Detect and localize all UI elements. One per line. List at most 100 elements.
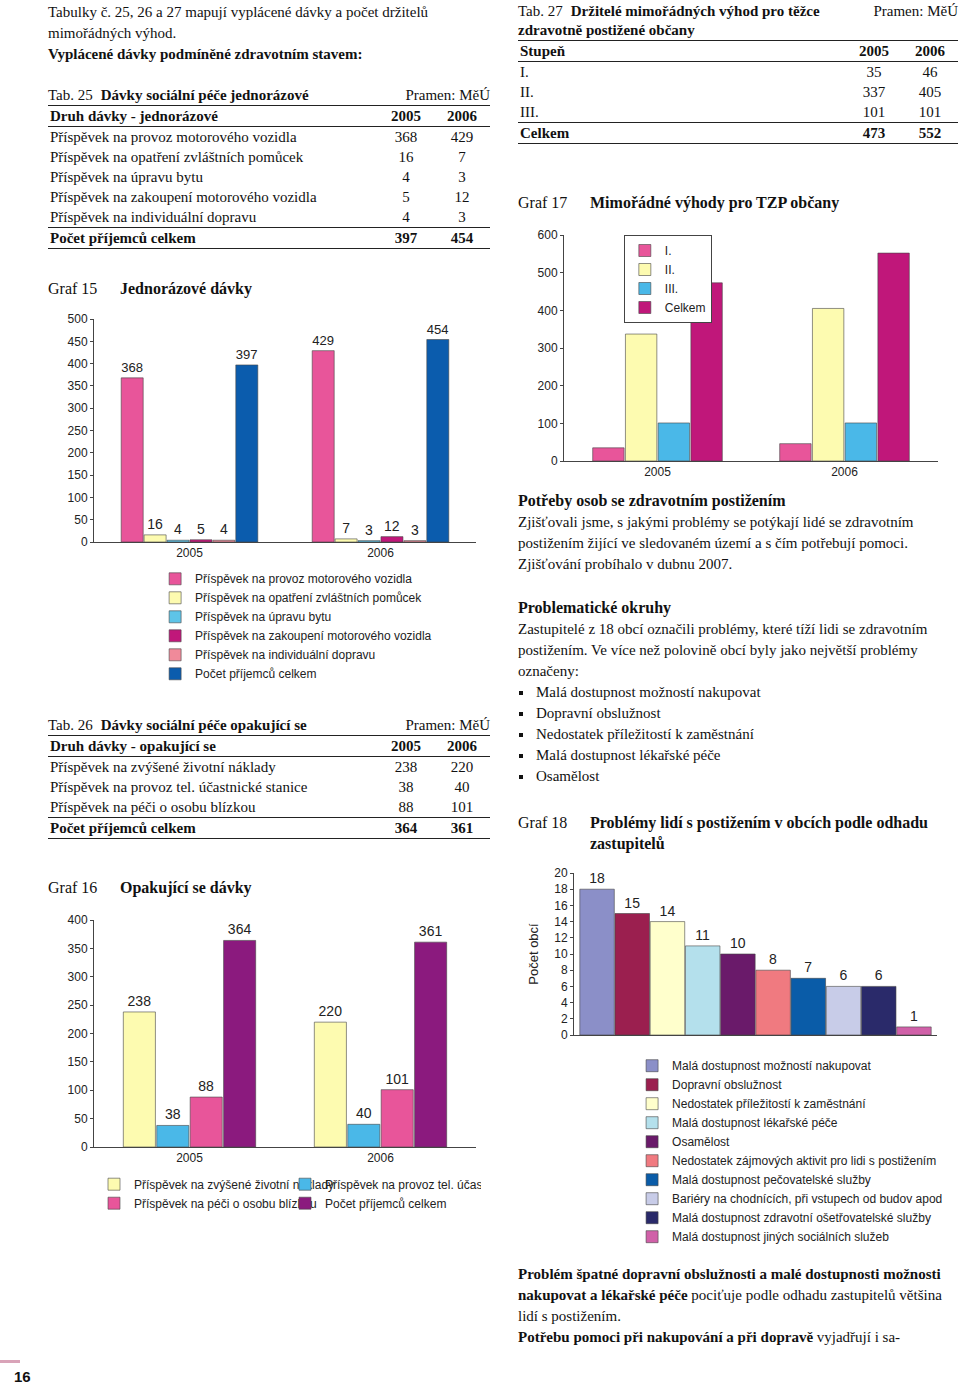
svg-text:11: 11 xyxy=(695,927,710,943)
svg-text:Příspěvek na opatření zvláštní: Příspěvek na opatření zvláštních pomůcek xyxy=(195,591,422,605)
svg-text:Příspěvek na zvýšené životní n: Příspěvek na zvýšené životní náklady xyxy=(134,1178,334,1192)
svg-text:100: 100 xyxy=(68,491,88,505)
svg-text:12: 12 xyxy=(554,931,568,945)
svg-text:Příspěvek na péči o osobu blíz: Příspěvek na péči o osobu blízkou xyxy=(134,1197,317,1211)
svg-text:361: 361 xyxy=(419,923,443,939)
svg-text:454: 454 xyxy=(427,322,449,337)
svg-text:Bariéry na chodnících, při vst: Bariéry na chodnících, při vstupech od b… xyxy=(672,1192,942,1206)
svg-text:Malá dostupnost lékařské péče: Malá dostupnost lékařské péče xyxy=(672,1116,838,1130)
svg-text:20: 20 xyxy=(554,866,568,880)
svg-text:12: 12 xyxy=(384,518,400,534)
svg-text:18: 18 xyxy=(554,882,568,896)
svg-text:0: 0 xyxy=(561,1028,568,1042)
svg-text:368: 368 xyxy=(121,360,143,375)
svg-text:2: 2 xyxy=(561,1012,568,1026)
svg-text:III.: III. xyxy=(665,282,678,296)
svg-text:2005: 2005 xyxy=(176,1151,203,1165)
svg-text:II.: II. xyxy=(665,263,675,277)
svg-text:2006: 2006 xyxy=(367,1151,394,1165)
svg-text:50: 50 xyxy=(74,1112,88,1126)
svg-text:Malá dostupnost zdravotní ošet: Malá dostupnost zdravotní ošetřovatelské… xyxy=(672,1211,931,1225)
svg-text:7: 7 xyxy=(804,959,812,975)
svg-text:300: 300 xyxy=(68,970,88,984)
svg-text:8: 8 xyxy=(769,951,777,967)
svg-text:200: 200 xyxy=(68,1027,88,1041)
svg-text:Počet příjemců celkem: Počet příjemců celkem xyxy=(325,1197,446,1211)
svg-text:397: 397 xyxy=(236,347,258,362)
svg-text:4: 4 xyxy=(220,521,228,537)
svg-text:2005: 2005 xyxy=(644,465,671,479)
svg-text:10: 10 xyxy=(730,935,746,951)
svg-text:Celkem: Celkem xyxy=(665,301,706,315)
svg-text:Příspěvek na provoz tel. účast: Příspěvek na provoz tel. účastnické stan… xyxy=(325,1178,481,1192)
svg-text:Počet příjemců celkem: Počet příjemců celkem xyxy=(195,667,316,681)
svg-text:7: 7 xyxy=(342,520,350,536)
svg-text:350: 350 xyxy=(68,942,88,956)
svg-text:Osamělost: Osamělost xyxy=(672,1135,730,1149)
svg-text:100: 100 xyxy=(538,417,558,431)
svg-text:5: 5 xyxy=(197,521,205,537)
svg-text:16: 16 xyxy=(147,516,163,532)
svg-text:300: 300 xyxy=(68,401,88,415)
svg-text:0: 0 xyxy=(81,1140,88,1154)
svg-text:150: 150 xyxy=(68,468,88,482)
svg-text:250: 250 xyxy=(68,998,88,1012)
svg-text:200: 200 xyxy=(538,379,558,393)
svg-text:500: 500 xyxy=(538,266,558,280)
svg-text:500: 500 xyxy=(68,312,88,326)
svg-text:Nedostatek zájmových aktivit p: Nedostatek zájmových aktivit pro lidi s … xyxy=(672,1154,936,1168)
svg-text:2006: 2006 xyxy=(831,465,858,479)
svg-text:16: 16 xyxy=(554,899,568,913)
svg-text:220: 220 xyxy=(319,1003,343,1019)
svg-text:4: 4 xyxy=(174,521,182,537)
svg-text:150: 150 xyxy=(68,1055,88,1069)
svg-text:6: 6 xyxy=(840,967,848,983)
svg-text:Nedostatek příležitostí k zamě: Nedostatek příležitostí k zaměstnání xyxy=(672,1097,866,1111)
svg-text:0: 0 xyxy=(81,535,88,549)
svg-text:18: 18 xyxy=(589,870,605,886)
svg-text:0: 0 xyxy=(551,454,558,468)
svg-text:I.: I. xyxy=(665,244,672,258)
svg-text:4: 4 xyxy=(561,996,568,1010)
svg-text:Příspěvek na provoz motorového: Příspěvek na provoz motorového vozidla xyxy=(195,572,412,586)
svg-text:600: 600 xyxy=(538,228,558,242)
svg-text:Dopravní obslužnost: Dopravní obslužnost xyxy=(672,1078,782,1092)
svg-text:6: 6 xyxy=(875,967,883,983)
svg-text:200: 200 xyxy=(68,446,88,460)
svg-text:Příspěvek na individuální dopr: Příspěvek na individuální dopravu xyxy=(195,648,375,662)
html-text:Zjišťovali jsme, s jakými prob: Zjišťovali jsme, s jakými problémy se po… xyxy=(518,514,914,572)
svg-text:14: 14 xyxy=(660,903,676,919)
svg-text:15: 15 xyxy=(624,895,640,911)
svg-text:88: 88 xyxy=(198,1078,214,1094)
svg-text:10: 10 xyxy=(554,947,568,961)
svg-text:Malá dostupnost pečovatelské s: Malá dostupnost pečovatelské služby xyxy=(672,1173,871,1187)
svg-text:300: 300 xyxy=(538,341,558,355)
svg-text:2006: 2006 xyxy=(367,546,394,560)
svg-text:250: 250 xyxy=(68,424,88,438)
svg-text:1: 1 xyxy=(910,1008,918,1024)
svg-text:40: 40 xyxy=(356,1105,372,1121)
svg-text:429: 429 xyxy=(312,333,334,348)
svg-text:238: 238 xyxy=(128,993,152,1009)
svg-text:2005: 2005 xyxy=(176,546,203,560)
svg-text:350: 350 xyxy=(68,379,88,393)
svg-text:38: 38 xyxy=(165,1106,181,1122)
svg-text:101: 101 xyxy=(385,1071,409,1087)
svg-text:50: 50 xyxy=(74,513,88,527)
svg-text:Malá dostupnost možností nakup: Malá dostupnost možností nakupovat xyxy=(672,1059,871,1073)
svg-text:Malá dostupnost jiných sociáln: Malá dostupnost jiných sociálních služeb xyxy=(672,1230,889,1244)
svg-text:3: 3 xyxy=(411,522,419,538)
svg-text:400: 400 xyxy=(68,913,88,927)
svg-text:Příspěvek na zakoupení motorov: Příspěvek na zakoupení motorového vozidl… xyxy=(195,629,431,643)
svg-text:Počet obcí: Počet obcí xyxy=(526,923,541,985)
svg-text:14: 14 xyxy=(554,915,568,929)
svg-text:3: 3 xyxy=(365,522,373,538)
svg-text:450: 450 xyxy=(68,335,88,349)
svg-text:6: 6 xyxy=(561,980,568,994)
svg-text:8: 8 xyxy=(561,963,568,977)
svg-text:364: 364 xyxy=(228,921,252,937)
svg-text:400: 400 xyxy=(538,304,558,318)
svg-text:400: 400 xyxy=(68,357,88,371)
svg-text:Příspěvek na úpravu bytu: Příspěvek na úpravu bytu xyxy=(195,610,331,624)
svg-text:100: 100 xyxy=(68,1083,88,1097)
